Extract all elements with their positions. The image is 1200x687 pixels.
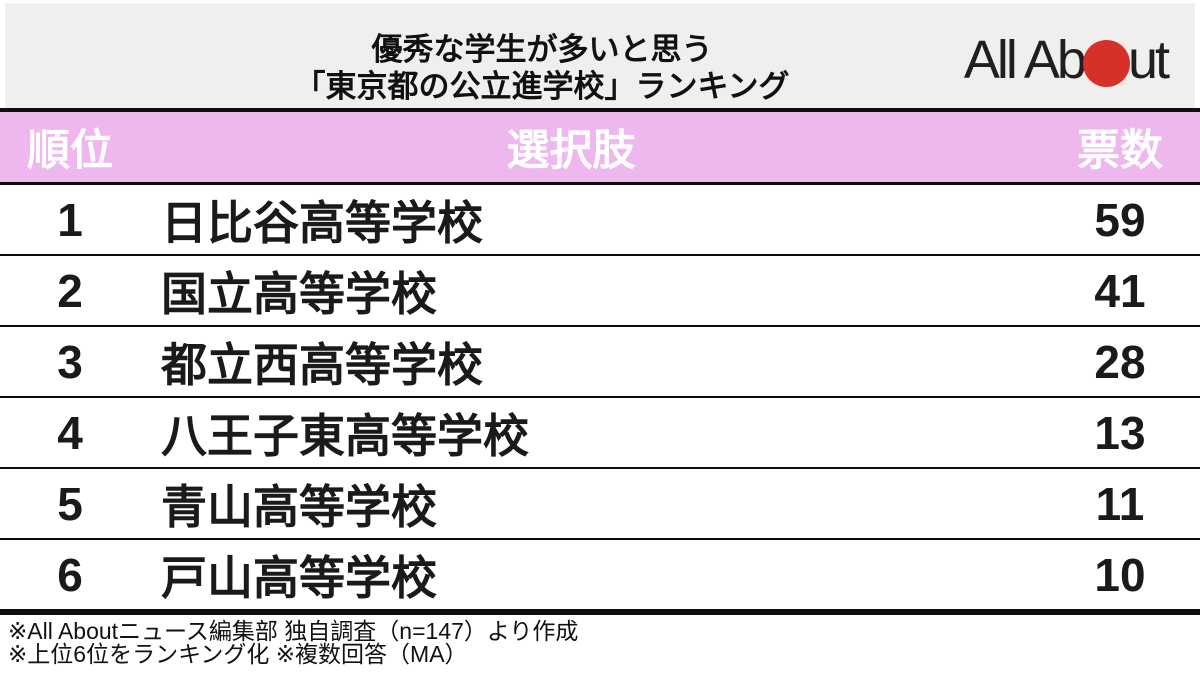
column-header-votes: 票数 <box>1077 127 1163 175</box>
column-header-choice: 選択肢 <box>506 127 636 175</box>
votes-cell: 41 <box>1094 264 1146 317</box>
choice-cell: 青山高等学校 <box>161 480 437 533</box>
choice-cell: 戸山高等学校 <box>161 551 437 604</box>
rank-cell: 4 <box>57 406 83 459</box>
header-band-wrap: 優秀な学生が多いと思う 「東京都の公立進学校」ランキング All Ab ut <box>0 0 1200 108</box>
table-row: 2 国立高等学校 41 <box>0 256 1200 327</box>
title-line-2: 「東京都の公立進学校」ランキング <box>294 69 790 104</box>
votes-cell: 59 <box>1094 193 1146 246</box>
table-row: 3 都立西高等学校 28 <box>0 327 1200 398</box>
table-row: 4 八王子東高等学校 13 <box>0 398 1200 469</box>
all-about-logo: All Ab ut <box>963 30 1170 90</box>
logo-text-left: All Ab <box>963 30 1087 90</box>
table-row: 1 日比谷高等学校 59 <box>0 185 1200 256</box>
page-title: 優秀な学生が多いと思う 「東京都の公立進学校」ランキング <box>294 31 789 105</box>
rank-cell: 5 <box>57 477 83 530</box>
footnotes: ※All Aboutニュース編集部 独自調査（n=147）より作成 ※上位6位を… <box>0 609 1200 666</box>
ranking-card: 優秀な学生が多いと思う 「東京都の公立進学校」ランキング All Ab ut 順位… <box>0 0 1200 666</box>
rank-cell: 3 <box>57 335 83 388</box>
choice-cell: 都立西高等学校 <box>161 338 483 391</box>
footnote-line-2: ※上位6位をランキング化 ※複数回答（MA） <box>8 641 468 667</box>
votes-cell: 28 <box>1094 335 1146 388</box>
logo-dot-icon <box>1082 40 1130 87</box>
column-header-rank: 順位 <box>27 127 113 175</box>
votes-cell: 13 <box>1094 406 1146 459</box>
rank-cell: 1 <box>57 193 83 246</box>
choice-cell: 八王子東高等学校 <box>161 409 529 462</box>
header-band: 優秀な学生が多いと思う 「東京都の公立進学校」ランキング All Ab ut <box>5 3 1195 108</box>
choice-cell: 国立高等学校 <box>161 267 437 320</box>
divider-top <box>0 108 1200 112</box>
table-row: 6 戸山高等学校 10 <box>0 540 1200 609</box>
footnote-line-1: ※All Aboutニュース編集部 独自調査（n=147）より作成 <box>8 618 579 644</box>
votes-cell: 11 <box>1095 477 1145 530</box>
choice-cell: 日比谷高等学校 <box>161 196 483 249</box>
rank-cell: 2 <box>57 264 83 317</box>
title-line-1: 優秀な学生が多いと思う <box>371 32 713 67</box>
table-header-row: 順位 選択肢 票数 <box>0 112 1200 185</box>
logo-text-right: ut <box>1127 30 1170 90</box>
votes-cell: 10 <box>1094 548 1146 601</box>
table-row: 5 青山高等学校 11 <box>0 469 1200 540</box>
rank-cell: 6 <box>57 548 83 601</box>
